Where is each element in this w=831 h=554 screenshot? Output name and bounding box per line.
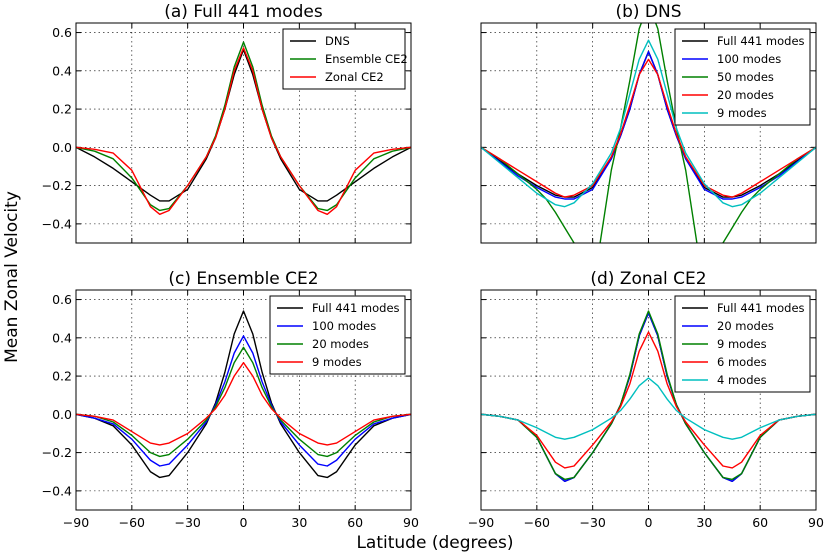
legend-box bbox=[269, 295, 406, 375]
legend-label: Zonal CE2 bbox=[325, 70, 384, 84]
legend: Full 441 modes 20 modes 9 modes 6 modes 4 mo… bbox=[674, 295, 811, 393]
x-tick-label: −60 bbox=[524, 515, 550, 530]
series-line-9-modes bbox=[481, 310, 816, 481]
series-group bbox=[481, 310, 816, 482]
legend-label: 20 modes bbox=[312, 337, 369, 351]
panel-0: 0.60.40.20.0−0.2−0.4(a) Full 441 modesDN… bbox=[42, 2, 412, 244]
chart-title: (a) Full 441 modes bbox=[164, 2, 323, 22]
series-line-100-modes bbox=[481, 51, 816, 200]
series-group bbox=[76, 310, 411, 479]
x-tick-label: 60 bbox=[752, 515, 768, 530]
series-line-4-modes bbox=[481, 377, 816, 440]
y-tick-label: 0.6 bbox=[52, 25, 72, 40]
legend-label: 9 modes bbox=[717, 337, 767, 351]
x-tick-label: 60 bbox=[347, 515, 363, 530]
x-tick-label: −30 bbox=[174, 515, 200, 530]
legend-label: 100 modes bbox=[312, 319, 376, 333]
legend-label: 20 modes bbox=[717, 88, 774, 102]
series-line-full-441-modes bbox=[76, 310, 411, 479]
legend-label: Full 441 modes bbox=[312, 301, 400, 315]
x-tick-label: −90 bbox=[468, 515, 494, 530]
panel-2: −90 −60 −30 0 30 60 90 0.6 0.4 0.2 0.0 −0.2 −0.4 (c) … bbox=[42, 269, 419, 530]
series-group bbox=[481, 23, 816, 243]
series-line-zonal-ce2 bbox=[76, 47, 411, 215]
series-line-9-modes bbox=[481, 39, 816, 208]
legend-label: 4 modes bbox=[717, 373, 767, 387]
y-tick-label: 0.4 bbox=[52, 63, 72, 78]
y-tick-label: 0.0 bbox=[52, 140, 72, 155]
x-tick-label: 90 bbox=[808, 515, 824, 530]
y-tick-label: −0.2 bbox=[42, 178, 72, 193]
panel-1: (b) DNS Full 441 modes 100 modes 50 modes 20… bbox=[480, 2, 817, 244]
legend-label: 9 modes bbox=[312, 355, 362, 369]
legend-label: Full 441 modes bbox=[717, 34, 805, 48]
legend-label: 9 modes bbox=[717, 106, 767, 120]
x-tick-label: −60 bbox=[119, 515, 145, 530]
legend-label: 6 modes bbox=[717, 355, 767, 369]
x-tick-label: 0 bbox=[240, 515, 248, 530]
x-tick-label: −90 bbox=[63, 515, 89, 530]
chart-title: (d) Zonal CE2 bbox=[590, 269, 706, 289]
legend-label: 100 modes bbox=[717, 52, 781, 66]
y-tick-label: 0.6 bbox=[52, 292, 72, 307]
legend-label: 20 modes bbox=[717, 319, 774, 333]
x-tick-label: 30 bbox=[696, 515, 712, 530]
legend: DNS Ensemble CE2 Zonal CE2 bbox=[282, 28, 408, 90]
y-tick-label: 0.2 bbox=[52, 369, 72, 384]
x-tick-label: 0 bbox=[645, 515, 653, 530]
y-tick-label: −0.4 bbox=[42, 483, 72, 498]
legend-label: Full 441 modes bbox=[717, 301, 805, 315]
plot-frame bbox=[480, 289, 817, 511]
x-tick-label: −30 bbox=[579, 515, 605, 530]
y-tick-label: 0.0 bbox=[52, 407, 72, 422]
y-tick-label: 0.2 bbox=[52, 102, 72, 117]
plot-frame bbox=[75, 289, 412, 511]
x-axis-label: Latitude (degrees) bbox=[356, 533, 513, 553]
series-line-6-modes bbox=[481, 331, 816, 469]
series-line-9-modes bbox=[76, 362, 411, 446]
series-line-ensemble-ce2 bbox=[76, 41, 411, 212]
plot-frame bbox=[75, 22, 412, 244]
legend-label: DNS bbox=[325, 34, 350, 48]
series-group bbox=[76, 41, 411, 215]
legend: Full 441 modes 100 modes 50 modes 20 modes 9… bbox=[674, 28, 811, 126]
panel-3: −90 −60 −30 0 30 60 90 (d) Zonal CE2 Full 441 mo… bbox=[468, 269, 824, 530]
legend: Full 441 modes 100 modes 20 modes 9 modes bbox=[269, 295, 406, 375]
series-line-20-modes bbox=[76, 346, 411, 458]
legend-label: 50 modes bbox=[717, 70, 774, 84]
y-axis-label: Mean Zonal Velocity bbox=[2, 191, 22, 363]
y-tick-label: 0.4 bbox=[52, 330, 72, 345]
y-tick-label: −0.4 bbox=[42, 216, 72, 231]
chart-title: (c) Ensemble CE2 bbox=[168, 269, 318, 289]
plot-frame bbox=[480, 22, 817, 244]
series-line-100-modes bbox=[76, 335, 411, 467]
series-line-20-modes bbox=[481, 58, 816, 198]
x-tick-label: 30 bbox=[291, 515, 307, 530]
series-line-dns bbox=[76, 49, 411, 202]
y-tick-label: −0.2 bbox=[42, 445, 72, 460]
x-tick-label: 90 bbox=[403, 515, 419, 530]
legend-label: Ensemble CE2 bbox=[325, 52, 408, 66]
chart-title: (b) DNS bbox=[615, 2, 681, 22]
